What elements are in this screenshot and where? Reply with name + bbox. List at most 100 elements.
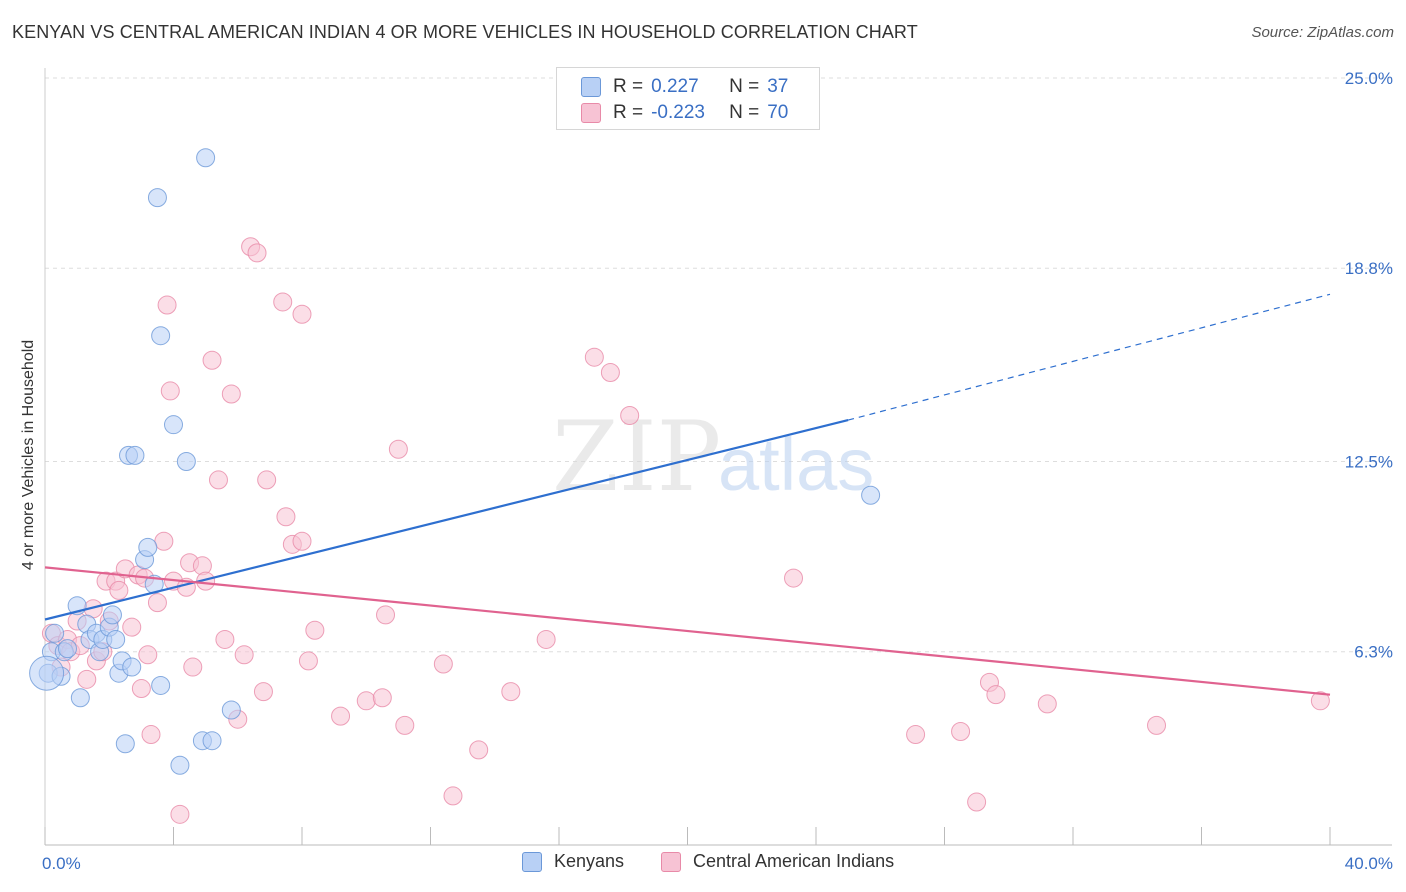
legend-item-kenyans: Kenyans xyxy=(522,851,624,872)
data-point xyxy=(221,700,241,720)
data-point xyxy=(170,804,190,824)
data-point xyxy=(376,605,396,625)
y-tick-label: 12.5% xyxy=(1345,453,1393,472)
kenyans-legend-swatch xyxy=(522,851,542,872)
data-point xyxy=(151,326,171,346)
data-point xyxy=(115,734,135,754)
data-point xyxy=(202,350,222,370)
data-point xyxy=(176,452,196,471)
tick-labels: 6.3% 12.5% 18.8% 25.0% 0.0% 40.0% xyxy=(42,69,1393,873)
axes xyxy=(44,68,1392,846)
data-point xyxy=(331,706,351,726)
y-tick-label: 18.8% xyxy=(1345,259,1393,278)
cai-trend-line xyxy=(44,566,1331,696)
source-label: Source: ZipAtlas.com xyxy=(1251,24,1394,41)
x-tick-label-max: 40.0% xyxy=(1345,854,1393,873)
data-point xyxy=(170,755,190,775)
data-point xyxy=(183,657,203,677)
data-point xyxy=(102,605,122,625)
data-point xyxy=(29,655,65,691)
data-point xyxy=(584,347,604,367)
data-point xyxy=(151,675,171,695)
legend-n-label: N = xyxy=(729,76,760,97)
legend-n-value: 37 xyxy=(767,76,789,97)
data-point xyxy=(967,792,987,812)
data-point xyxy=(234,645,254,665)
data-point xyxy=(215,629,235,649)
data-point xyxy=(192,556,212,576)
grid-lines xyxy=(45,77,1392,653)
data-point xyxy=(122,657,142,677)
data-point xyxy=(292,304,312,324)
data-point xyxy=(106,629,126,649)
legend-r-label: R = xyxy=(613,102,644,123)
data-point xyxy=(45,623,65,643)
series-legend: Kenyans Central American Indians xyxy=(0,851,1406,877)
chart-title: KENYAN VS CENTRAL AMERICAN INDIAN 4 OR M… xyxy=(12,22,918,42)
data-point xyxy=(247,243,267,263)
legend-item-central-american-indians: Central American Indians xyxy=(661,851,894,872)
data-point xyxy=(292,531,312,551)
data-point xyxy=(164,415,183,435)
data-point xyxy=(57,639,77,659)
kenyans-trend-line xyxy=(44,419,849,621)
data-point xyxy=(600,363,620,383)
data-point xyxy=(433,654,453,674)
cai-swatch xyxy=(581,103,601,123)
data-point xyxy=(147,593,167,613)
data-point xyxy=(77,669,97,689)
data-point xyxy=(951,721,971,741)
data-point xyxy=(784,568,804,588)
legend-n-value: 70 xyxy=(767,102,789,123)
legend-label-kenyans: Kenyans xyxy=(554,851,625,871)
cai-legend-swatch xyxy=(661,851,681,872)
data-point xyxy=(202,731,222,751)
legend-label-central-american-indians: Central American Indians xyxy=(693,851,895,871)
data-point xyxy=(620,405,640,425)
data-point xyxy=(276,507,296,527)
data-point xyxy=(257,470,277,490)
y-tick-label: 6.3% xyxy=(1354,643,1393,662)
data-point xyxy=(536,629,556,649)
data-point xyxy=(221,384,241,404)
correlation-legend: R = 0.227 N = 37 R = -0.223 N = 70 xyxy=(556,67,820,130)
data-point xyxy=(138,537,158,557)
data-point xyxy=(160,381,180,401)
data-point xyxy=(305,620,325,640)
data-point xyxy=(906,725,926,745)
x-tick-label-min: 0.0% xyxy=(42,854,81,873)
data-point xyxy=(147,188,167,208)
data-point xyxy=(1037,694,1057,714)
data-point xyxy=(356,691,376,711)
trend-lines xyxy=(44,293,1331,696)
data-point xyxy=(125,445,145,465)
kenyans-swatch xyxy=(581,77,601,97)
y-tick-label: 25.0% xyxy=(1345,69,1393,88)
legend-r-value: -0.223 xyxy=(651,102,705,123)
data-point xyxy=(443,786,463,806)
data-point xyxy=(395,715,415,735)
data-point xyxy=(501,682,521,702)
kenyans-trend-extension xyxy=(847,293,1331,421)
data-point xyxy=(196,148,216,168)
legend-r-value: 0.227 xyxy=(651,76,699,97)
legend-row-kenyans: R = 0.227 N = 37 xyxy=(581,75,788,99)
data-point xyxy=(861,485,881,505)
series-central-american-indians xyxy=(41,237,1330,824)
legend-row-central-american-indians: R = -0.223 N = 70 xyxy=(581,101,788,125)
data-point xyxy=(70,688,90,708)
data-point xyxy=(469,740,489,760)
data-point xyxy=(122,617,142,637)
legend-n-label: N = xyxy=(729,102,760,123)
data-point xyxy=(208,470,228,490)
data-point xyxy=(154,531,174,551)
data-point xyxy=(131,679,151,699)
data-point xyxy=(138,645,158,665)
legend-r-label: R = xyxy=(613,76,644,97)
data-point xyxy=(298,651,318,671)
data-point xyxy=(1310,691,1330,711)
data-point xyxy=(388,439,408,459)
series-kenyans xyxy=(29,148,881,775)
data-point xyxy=(986,685,1006,705)
